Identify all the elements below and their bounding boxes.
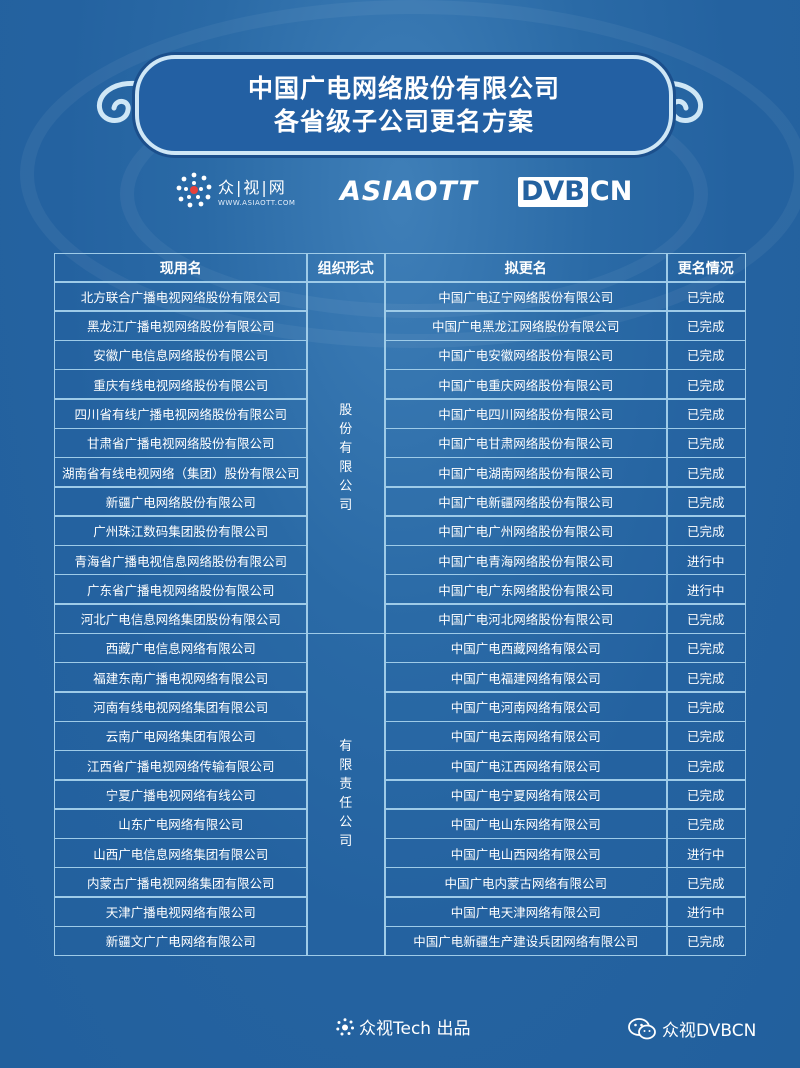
status-cell: 已完成 [666, 456, 746, 488]
proposed-name-cell: 中国广电西藏网络有限公司 [384, 632, 668, 664]
current-name-cell: 河南有线电视网络集团有限公司 [54, 691, 308, 722]
current-name-cell: 甘肃省广播电视网络股份有限公司 [54, 427, 308, 459]
proposed-name-cell: 中国广电辽宁网络股份有限公司 [384, 281, 668, 312]
current-name-cell: 安徽广电信息网络股份有限公司 [54, 339, 308, 371]
header-org-form: 组织形式 [306, 253, 386, 283]
zsw-dots-icon [336, 1017, 354, 1035]
header-status: 更名情况 [666, 253, 746, 283]
zsw-name: 众|视|网 [218, 177, 287, 197]
current-name-cell: 天津广播电视网络有限公司 [54, 896, 308, 928]
current-name-cell: 广东省广播电视网络股份有限公司 [54, 574, 308, 605]
status-cell: 已完成 [666, 867, 746, 898]
proposed-name-cell: 中国广电重庆网络股份有限公司 [384, 368, 668, 400]
asiaott-logo: ASIAOTT [340, 176, 478, 207]
proposed-name-cell: 中国广电甘肃网络股份有限公司 [384, 427, 668, 459]
dvbcn-logo-dvb: DVB [518, 176, 588, 207]
current-name-cell: 青海省广播电视信息网络股份有限公司 [54, 544, 308, 576]
status-cell: 已完成 [666, 339, 746, 371]
proposed-name-cell: 中国广电江西网络有限公司 [384, 749, 668, 781]
status-cell: 已完成 [666, 632, 746, 664]
status-cell: 进行中 [666, 837, 746, 869]
producer-credit: 众视Tech 出品 [336, 1014, 470, 1039]
status-cell: 已完成 [666, 281, 746, 312]
proposed-name-cell: 中国广电山东网络有限公司 [384, 808, 668, 840]
proposed-name-cell: 中国广电河北网络股份有限公司 [384, 603, 668, 635]
proposed-name-cell: 中国广电安徽网络股份有限公司 [384, 339, 668, 371]
proposed-name-cell: 中国广电云南网络有限公司 [384, 720, 668, 752]
current-name-cell: 山西广电信息网络集团有限公司 [54, 837, 308, 869]
zsw-logo: 众|视|网 WWW.ASIAOTT.COM [176, 172, 295, 208]
current-name-cell: 北方联合广播电视网络股份有限公司 [54, 281, 308, 312]
current-name-cell: 山东广电网络有限公司 [54, 808, 308, 840]
proposed-name-cell: 中国广电新疆网络股份有限公司 [384, 486, 668, 517]
dvbcn-logo-cn: CN [589, 176, 633, 207]
dvbcn-logo: DVB CN [518, 176, 632, 207]
current-name-cell: 宁夏广播电视网络有线公司 [54, 779, 308, 810]
proposed-name-cell: 中国广电内蒙古网络有限公司 [384, 867, 668, 898]
title-line-2: 各省级子公司更名方案 [273, 107, 534, 136]
proposed-name-cell: 中国广电福建网络有限公司 [384, 661, 668, 693]
current-name-cell: 河北广电信息网络集团股份有限公司 [54, 603, 308, 635]
status-cell: 已完成 [666, 427, 746, 459]
current-name-cell: 湖南省有线电视网络（集团）股份有限公司 [54, 456, 308, 488]
status-cell: 已完成 [666, 779, 746, 810]
header-proposed-name: 拟更名 [384, 253, 668, 283]
status-cell: 已完成 [666, 808, 746, 840]
status-cell: 已完成 [666, 749, 746, 781]
current-name-cell: 西藏广电信息网络有限公司 [54, 632, 308, 664]
producer-text: 众视Tech 出品 [359, 1019, 471, 1039]
status-cell: 已完成 [666, 925, 746, 957]
status-cell: 已完成 [666, 486, 746, 517]
proposed-name-cell: 中国广电河南网络有限公司 [384, 691, 668, 722]
proposed-name-cell: 中国广电广东网络股份有限公司 [384, 574, 668, 605]
logo-row: 众|视|网 WWW.ASIAOTT.COM ASIAOTT DVB CN [0, 172, 800, 212]
current-name-cell: 新疆广电网络股份有限公司 [54, 486, 308, 517]
current-name-cell: 江西省广播电视网络传输有限公司 [54, 749, 308, 781]
status-cell: 已完成 [666, 691, 746, 722]
org-form-joint-stock: 股份有限公司 [306, 281, 386, 635]
current-name-cell: 内蒙古广播电视网络集团有限公司 [54, 867, 308, 898]
proposed-name-cell: 中国广电湖南网络股份有限公司 [384, 456, 668, 488]
proposed-name-cell: 中国广电宁夏网络有限公司 [384, 779, 668, 810]
status-cell: 已完成 [666, 515, 746, 547]
current-name-cell: 四川省有线广播电视网络股份有限公司 [54, 398, 308, 429]
proposed-name-cell: 中国广电黑龙江网络股份有限公司 [384, 310, 668, 342]
current-name-cell: 新疆文广广电网络有限公司 [54, 925, 308, 957]
wechat-name: 众视DVBCN [662, 1021, 757, 1041]
status-cell: 已完成 [666, 661, 746, 693]
current-name-cell: 广州珠江数码集团股份有限公司 [54, 515, 308, 547]
wechat-icon [628, 1017, 656, 1039]
current-name-cell: 黑龙江广播电视网络股份有限公司 [54, 310, 308, 342]
status-cell: 已完成 [666, 368, 746, 400]
status-cell: 已完成 [666, 603, 746, 635]
scroll-curl-icon [96, 80, 145, 123]
status-cell: 进行中 [666, 574, 746, 605]
status-cell: 已完成 [666, 720, 746, 752]
zsw-url: WWW.ASIAOTT.COM [218, 198, 296, 207]
status-cell: 进行中 [666, 544, 746, 576]
current-name-cell: 云南广电网络集团有限公司 [54, 720, 308, 752]
status-cell: 已完成 [666, 310, 746, 342]
current-name-cell: 福建东南广播电视网络有限公司 [54, 661, 308, 693]
proposed-name-cell: 中国广电四川网络股份有限公司 [384, 398, 668, 429]
proposed-name-cell: 中国广电新疆生产建设兵团网络有限公司 [384, 925, 668, 957]
proposed-name-cell: 中国广电青海网络股份有限公司 [384, 544, 668, 576]
org-form-limited-liability: 有限责任公司 [306, 632, 386, 957]
current-name-cell: 重庆有线电视网络股份有限公司 [54, 368, 308, 400]
zsw-dots-icon [176, 172, 212, 208]
wechat-account: 众视DVBCN [628, 1016, 756, 1041]
title-line-1: 中国广电网络股份有限公司 [247, 74, 560, 103]
rename-table: 现用名 组织形式 拟更名 更名情况北方联合广播电视网络股份有限公司 中国广电辽宁网络股份… [54, 253, 746, 965]
status-cell: 已完成 [666, 398, 746, 429]
scroll-curl-icon [655, 80, 704, 123]
proposed-name-cell: 中国广电广州网络股份有限公司 [384, 515, 668, 547]
title-banner: 中国广电网络股份有限公司 各省级子公司更名方案 [135, 55, 673, 155]
proposed-name-cell: 中国广电天津网络有限公司 [384, 896, 668, 928]
header-current-name: 现用名 [54, 253, 308, 283]
proposed-name-cell: 中国广电山西网络有限公司 [384, 837, 668, 869]
status-cell: 进行中 [666, 896, 746, 928]
